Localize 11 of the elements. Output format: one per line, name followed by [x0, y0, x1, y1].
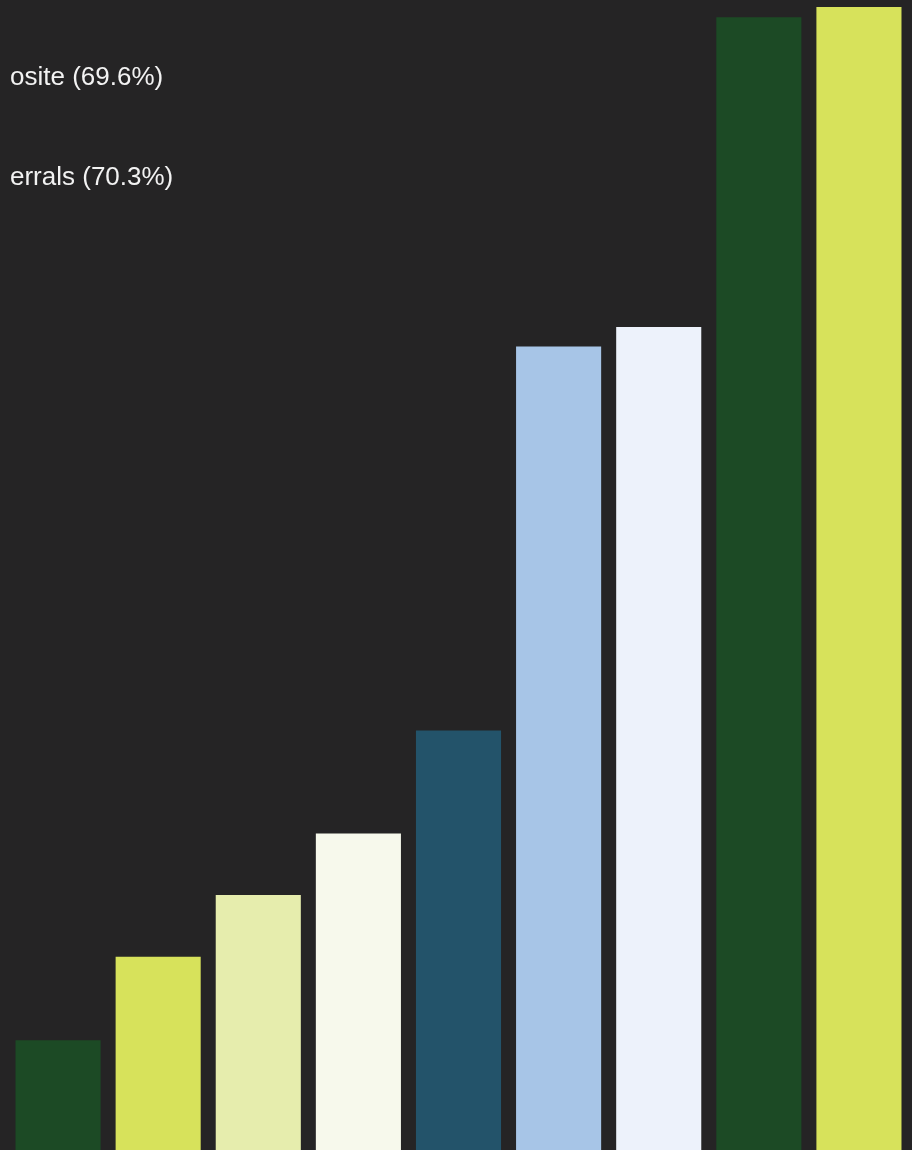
bar	[315, 833, 401, 1150]
bar	[816, 7, 902, 1150]
bar	[716, 17, 802, 1150]
annotation: osite (69.6%)	[10, 61, 164, 91]
bar	[616, 327, 702, 1150]
bar	[115, 956, 201, 1150]
bar	[415, 730, 502, 1150]
bar	[516, 346, 602, 1150]
bar	[215, 895, 301, 1150]
annotation: errals (70.3%)	[10, 161, 174, 191]
bar	[15, 1040, 101, 1150]
